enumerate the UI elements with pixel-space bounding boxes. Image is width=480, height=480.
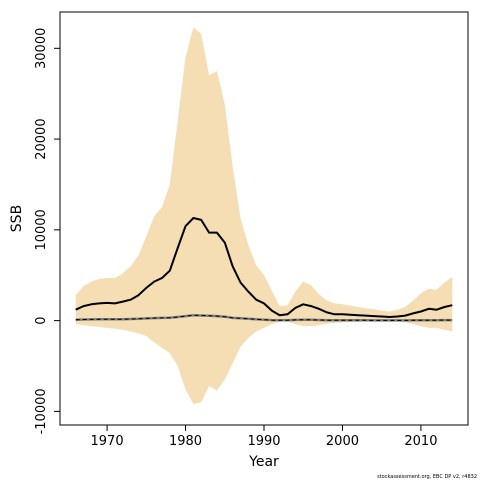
x-axis-label: Year [248, 454, 279, 470]
y-tick-label: -10000 [34, 388, 49, 434]
x-axis: 1970 1980 1990 2000 2010 [91, 425, 437, 449]
x-tick-label: 1970 [91, 434, 124, 449]
series-line-secondary [75, 313, 453, 322]
y-tick-label: 30000 [34, 28, 49, 69]
y-tick-label: 10000 [34, 209, 49, 250]
plot-frame [59, 11, 469, 426]
series-line-main [75, 217, 453, 318]
y-tick-label: 0 [34, 316, 49, 324]
x-tick-label: 1990 [247, 434, 280, 449]
confidence-band-layer [75, 27, 453, 405]
y-axis: -10000 0 10000 20000 30000 [34, 28, 60, 434]
y-axis-label: SSB [9, 205, 25, 232]
confidence-band [75, 27, 453, 405]
footer-credit: stockassessment.org, EBC DP v2, r4832 [377, 474, 477, 480]
x-tick-label: 2010 [404, 434, 437, 449]
y-tick-label: 20000 [34, 118, 49, 159]
series-lines-layer [75, 217, 453, 322]
x-tick-label: 1980 [169, 434, 202, 449]
x-tick-label: 2000 [326, 434, 359, 449]
